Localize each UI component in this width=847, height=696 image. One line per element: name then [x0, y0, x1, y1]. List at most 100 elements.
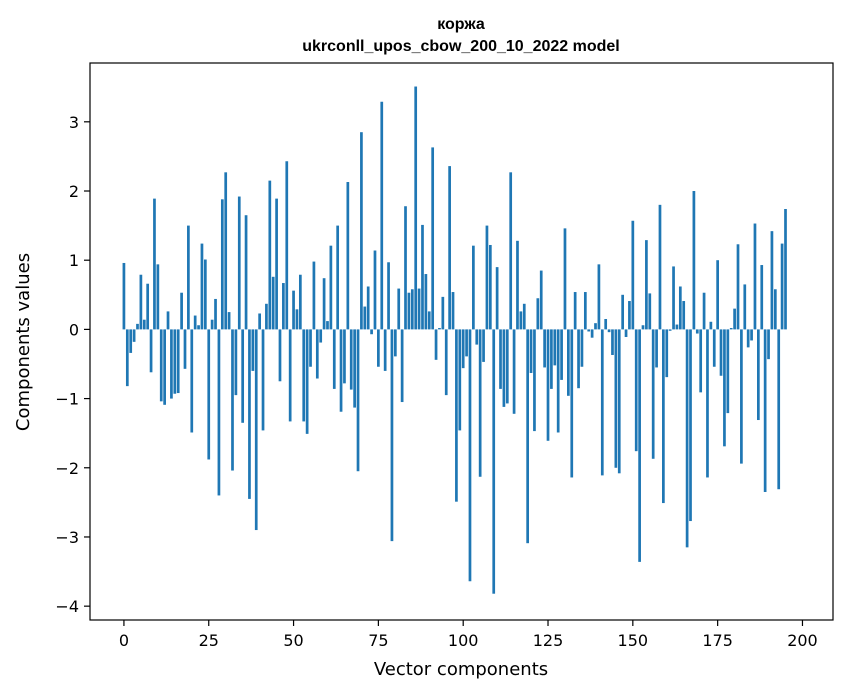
bar — [295, 309, 299, 330]
bar — [570, 329, 574, 478]
bar — [760, 265, 764, 330]
bar — [170, 329, 173, 399]
bar — [583, 292, 587, 330]
bar — [200, 243, 204, 330]
bar — [214, 298, 217, 330]
bar — [397, 288, 401, 330]
bar — [434, 329, 438, 360]
bar — [699, 329, 703, 393]
bar — [475, 329, 479, 345]
bar — [383, 329, 387, 371]
bar — [556, 329, 560, 433]
bar — [733, 308, 736, 330]
bar — [678, 286, 682, 330]
bar — [309, 329, 312, 367]
bar — [125, 329, 129, 387]
y-axis-ticks: −4 −3 −2 −1 0 1 2 3 — [55, 113, 90, 616]
bar — [163, 329, 166, 405]
bar — [628, 301, 631, 330]
bar — [563, 228, 567, 330]
bar — [370, 329, 373, 335]
bar — [431, 147, 435, 330]
bar — [482, 329, 485, 362]
bar — [716, 260, 719, 330]
bar — [706, 329, 709, 478]
bar — [173, 329, 177, 394]
bar — [132, 329, 136, 342]
bar — [387, 262, 390, 330]
bar — [139, 274, 143, 330]
bar — [153, 198, 156, 330]
bar — [159, 329, 163, 402]
bar — [458, 329, 462, 431]
bar — [197, 325, 200, 330]
bar — [176, 329, 180, 394]
bar — [553, 329, 557, 366]
bar — [763, 329, 767, 492]
bar — [203, 259, 207, 330]
bar — [400, 329, 404, 403]
bar — [634, 329, 638, 452]
plot-frame — [89, 62, 834, 621]
bar — [315, 329, 319, 379]
y-tick-label: 1 — [69, 251, 79, 270]
bar — [241, 329, 245, 423]
bar — [254, 329, 258, 531]
bar — [326, 321, 329, 330]
bar — [604, 319, 608, 330]
bar — [227, 312, 231, 330]
bar — [662, 329, 665, 504]
bar — [543, 329, 546, 368]
bar — [390, 329, 394, 542]
x-tick-label: 50 — [283, 631, 303, 650]
bar — [292, 290, 295, 330]
bar — [560, 329, 563, 380]
bar — [302, 329, 306, 422]
bar — [207, 329, 211, 460]
bar — [600, 329, 604, 476]
bar — [767, 329, 770, 360]
bar — [224, 172, 228, 330]
bar — [461, 329, 465, 369]
bar — [750, 329, 753, 341]
bar — [638, 329, 641, 562]
bar — [512, 329, 516, 414]
x-tick-label: 75 — [368, 631, 388, 650]
bar — [237, 196, 241, 330]
bar — [614, 329, 618, 468]
bar — [502, 329, 506, 407]
bar — [492, 329, 496, 594]
bar — [322, 278, 326, 330]
bar — [380, 101, 384, 330]
bar — [285, 161, 289, 330]
bar — [577, 329, 580, 389]
bar — [550, 329, 553, 389]
bar — [746, 329, 750, 348]
bar — [265, 303, 268, 330]
bar — [770, 231, 774, 330]
bar — [655, 329, 658, 368]
bar — [407, 292, 411, 330]
bar — [753, 223, 757, 330]
bar — [183, 329, 187, 369]
x-axis-ticks: 0 25 50 75 100 125 150 175 200 — [119, 620, 818, 650]
x-tick-label: 175 — [702, 631, 733, 650]
bar — [234, 329, 238, 396]
bar — [645, 240, 648, 330]
bar — [573, 292, 577, 330]
x-tick-label: 0 — [119, 631, 129, 650]
y-tick-label: −4 — [55, 597, 79, 616]
bar — [156, 264, 160, 330]
bar — [244, 215, 248, 330]
bar — [740, 329, 743, 464]
bar — [607, 329, 611, 333]
bar — [736, 244, 740, 330]
bar — [129, 329, 133, 353]
bar — [414, 86, 418, 330]
bar — [723, 329, 726, 447]
bar — [682, 301, 686, 330]
bar — [180, 292, 183, 330]
bar — [305, 329, 309, 434]
bar — [346, 182, 350, 330]
